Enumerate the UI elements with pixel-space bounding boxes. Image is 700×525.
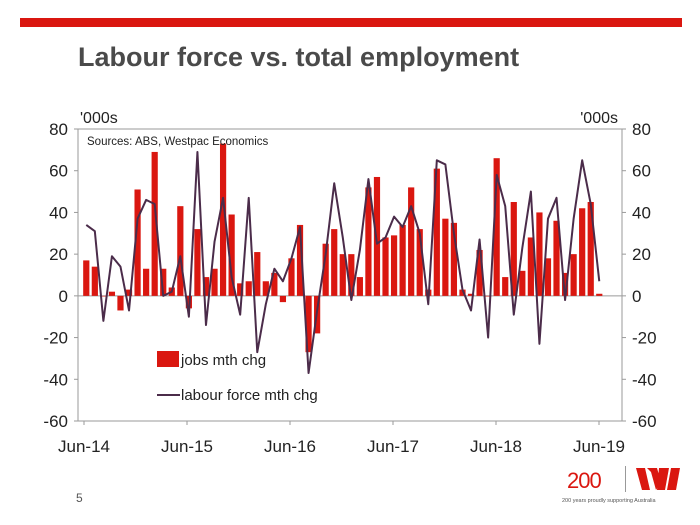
jobs-bar xyxy=(356,277,363,296)
jobs-bar xyxy=(527,237,534,296)
jobs-bar xyxy=(348,254,355,296)
jobs-bar xyxy=(339,254,346,296)
source-note: Sources: ABS, Westpac Economics xyxy=(87,136,269,148)
jobs-bar xyxy=(296,224,304,296)
jobs-bar xyxy=(399,224,406,296)
jobs-bar xyxy=(561,272,569,296)
jobs-bar xyxy=(485,295,492,297)
jobs-bar xyxy=(83,260,90,296)
jobs-bar xyxy=(519,270,526,296)
x-tick-label: Jun-17 xyxy=(367,437,419,456)
top-accent-bar xyxy=(20,18,682,27)
jobs-bar xyxy=(305,295,312,353)
y-tick-label-left: 0 xyxy=(59,287,68,306)
jobs-bar xyxy=(91,266,98,296)
x-tick-label: Jun-19 xyxy=(573,437,625,456)
x-tick-label: Jun-14 xyxy=(58,437,110,456)
jobs-bar xyxy=(202,277,210,296)
page-number: 5 xyxy=(76,491,83,505)
y-unit-left: '000s xyxy=(80,110,118,127)
x-tick-label: Jun-18 xyxy=(470,437,522,456)
jobs-bar xyxy=(493,158,500,296)
jobs-bar xyxy=(228,214,235,296)
jobs-bar xyxy=(442,218,449,296)
jobs-bar xyxy=(237,283,244,296)
jobs-bar xyxy=(151,151,158,296)
y-tick-label-right: -60 xyxy=(632,412,657,431)
jobs-bar xyxy=(262,281,269,296)
y-tick-label-left: 40 xyxy=(49,203,68,222)
slide-title: Labour force vs. total employment xyxy=(78,42,520,72)
y-tick-label-left: -60 xyxy=(43,412,68,431)
y-tick-label-right: 60 xyxy=(632,162,651,181)
y-tick-label-right: -20 xyxy=(632,329,657,348)
jobs-bar xyxy=(143,268,150,296)
legend-label-labour-force: labour force mth chg xyxy=(181,387,318,404)
jobs-bar xyxy=(108,291,116,296)
jobs-bar xyxy=(570,254,577,296)
jobs-bar xyxy=(365,187,372,296)
jobs-bar xyxy=(288,258,295,296)
legend-label-jobs: jobs mth chg xyxy=(180,352,266,369)
jobs-bar xyxy=(544,258,552,296)
jobs-bar xyxy=(211,268,218,296)
y-tick-label-left: -20 xyxy=(43,329,68,348)
jobs-bar xyxy=(459,289,466,296)
y-tick-label-right: 20 xyxy=(632,245,651,264)
jobs-bar xyxy=(100,295,107,297)
jobs-bar xyxy=(177,206,184,296)
tagline: 200 years proudly supporting Australia xyxy=(562,498,656,504)
jobs-bar xyxy=(219,143,227,296)
jobs-bar xyxy=(134,189,141,296)
logo-divider xyxy=(625,466,626,492)
jobs-bar xyxy=(254,252,261,296)
y-tick-label-left: 60 xyxy=(49,162,68,181)
y-tick-label-right: -40 xyxy=(632,370,657,389)
jobs-bar xyxy=(536,212,543,296)
y-unit-right: '000s xyxy=(580,110,618,127)
y-tick-label-right: 0 xyxy=(632,287,641,306)
y-tick-label-right: 40 xyxy=(632,203,651,222)
y-tick-label-left: 80 xyxy=(49,120,68,139)
y-tick-label-left: -40 xyxy=(43,370,68,389)
x-tick-label: Jun-16 xyxy=(264,437,316,456)
jobs-bar xyxy=(416,229,423,296)
jobs-bar xyxy=(502,277,509,296)
jobs-bar xyxy=(587,202,594,296)
jobs-bar xyxy=(433,168,440,296)
jobs-bar xyxy=(579,208,586,296)
x-tick-label: Jun-15 xyxy=(161,437,213,456)
legend-bar-swatch xyxy=(157,351,179,367)
jobs-bar xyxy=(510,202,517,296)
jobs-bar xyxy=(117,295,124,311)
westpac-logo-icon xyxy=(636,468,680,490)
jobs-bar xyxy=(382,237,389,296)
jobs-bar xyxy=(408,187,415,296)
labour-force-series-line xyxy=(85,150,601,375)
jobs-bar xyxy=(467,293,475,296)
jobs-bar xyxy=(596,293,603,296)
jobs-bar xyxy=(322,243,329,296)
jobs-bar xyxy=(279,295,287,303)
jobs-bar xyxy=(553,220,560,296)
jobs-bar xyxy=(476,249,483,296)
jobs-bar xyxy=(331,229,338,296)
jobs-bar xyxy=(271,272,278,296)
jobs-bar xyxy=(194,229,201,296)
anniversary-logo: 200 xyxy=(567,468,602,493)
y-tick-label-left: 20 xyxy=(49,245,68,264)
jobs-bar xyxy=(125,289,133,296)
jobs-bar xyxy=(160,268,167,296)
jobs-bar xyxy=(245,281,252,296)
jobs-bar xyxy=(450,222,458,296)
y-tick-label-right: 80 xyxy=(632,120,651,139)
jobs-bar xyxy=(390,235,398,296)
